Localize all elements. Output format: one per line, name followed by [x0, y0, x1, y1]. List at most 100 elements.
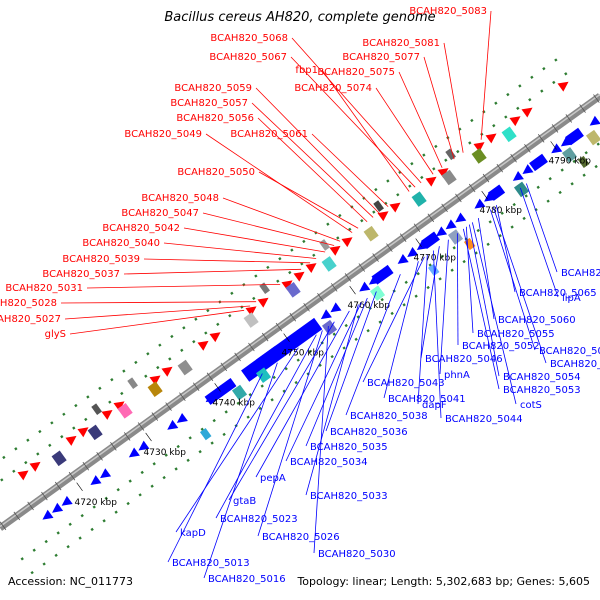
- track-guide-dot: [120, 391, 124, 396]
- ruler-label: 4730 kbp: [144, 448, 187, 458]
- track-guide-dot: [470, 118, 474, 123]
- forward-gene-colored: [363, 225, 379, 242]
- gene-label-leader: [69, 309, 245, 335]
- ruler-label: 4770 kbp: [414, 254, 457, 264]
- track-guide-dot: [536, 185, 540, 189]
- gene-label-leader: [362, 256, 425, 383]
- gene-label: BCAH820_5046: [425, 354, 503, 365]
- gene-label-leader: [462, 228, 500, 390]
- ruler-tick: [214, 383, 221, 392]
- gene-label-leader: [228, 321, 335, 501]
- gene-label: BCAH820_5057: [170, 98, 248, 109]
- gene-label-leader: [285, 302, 362, 462]
- gene-label-leader: [202, 212, 335, 246]
- track-guide-dot: [210, 441, 214, 445]
- gene-label: BCAH820_5030: [318, 549, 396, 560]
- reverse-gene-block: [529, 153, 548, 172]
- reverse-gene-arrow: [436, 226, 448, 237]
- gene-label: dapF: [422, 400, 447, 411]
- backbone-tick: [0, 521, 7, 531]
- track-guide-dot: [362, 196, 366, 200]
- track-guide-dot: [558, 190, 562, 195]
- track-guide-dot: [122, 369, 126, 373]
- backbone-tick: [427, 213, 435, 223]
- track-guide-dot: [378, 320, 382, 324]
- gene-label: BCAH820_5041: [388, 394, 466, 405]
- gene-label-leader: [64, 305, 251, 320]
- track-guide-dot: [414, 294, 418, 298]
- gene-label: cotS: [520, 400, 542, 411]
- track-guide-dot: [572, 159, 576, 164]
- forward-gene-arrow: [17, 470, 29, 481]
- track-guide-dot: [380, 297, 384, 302]
- track-guide-dot: [524, 194, 528, 198]
- reverse-gene-large: [241, 317, 323, 382]
- track-guide-dot: [510, 225, 514, 229]
- gene-label: kapD: [180, 528, 206, 539]
- gene-label-leader: [257, 117, 368, 223]
- gene-label: BCAH820_5067: [209, 52, 287, 63]
- track-guide-dot: [308, 349, 312, 354]
- track-guide-dot: [206, 308, 210, 313]
- track-guide-dot: [570, 182, 574, 186]
- ruler-tick: [283, 333, 290, 342]
- reverse-gene-arrow: [61, 495, 73, 506]
- ruler-label: 4740 kbp: [213, 398, 256, 408]
- backbone-tick: [151, 412, 159, 421]
- track-guide-dot: [366, 329, 370, 333]
- track-guide-dot: [38, 429, 42, 434]
- track-guide-dot: [116, 488, 120, 492]
- track-guide-dot: [408, 184, 412, 188]
- backbone-tick: [110, 442, 117, 451]
- reverse-gene-colored: [513, 181, 530, 198]
- forward-gene-arrow: [437, 168, 449, 178]
- reverse-gene-arrow: [320, 309, 332, 320]
- track-guide-dot: [416, 272, 420, 276]
- gene-label: pepA: [260, 473, 286, 484]
- gene-label: BCAH820_5028: [0, 298, 57, 309]
- gene-label-leader: [468, 224, 500, 377]
- track-guide-dot: [504, 115, 508, 119]
- ruler-tick: [145, 432, 152, 442]
- track-guide-dot: [230, 291, 234, 295]
- gene-label-leader: [60, 301, 257, 304]
- backbone-tick: [551, 124, 559, 133]
- track-guide-dot: [584, 151, 588, 155]
- gene-label-leader: [305, 297, 368, 447]
- reverse-gene-arrow: [407, 247, 419, 257]
- reverse-gene-arrow: [176, 412, 188, 423]
- gene-label: BCAH820_5059: [174, 83, 252, 94]
- track-guide-dot: [158, 343, 162, 347]
- backbone-tick: [289, 312, 297, 322]
- gene-label-leader: [203, 362, 278, 579]
- backbone-tick: [317, 293, 324, 302]
- track-guide-dot: [14, 447, 18, 451]
- gene-label: BCAH820_5026: [262, 532, 340, 543]
- track-guide-dot: [582, 173, 586, 177]
- reverse-gene-arrow: [589, 115, 600, 126]
- backbone-tick: [206, 372, 214, 382]
- forward-gene-arrow: [257, 297, 269, 308]
- track-guide-dot: [50, 421, 54, 425]
- track-guide-dot: [434, 144, 438, 149]
- forward-gene-outer: [91, 403, 102, 415]
- forward-gene-arrow: [77, 427, 89, 438]
- track-guide-dot: [90, 527, 94, 532]
- track-guide-dot: [288, 270, 292, 275]
- feature-tracks: [17, 81, 600, 520]
- track-guide-dot: [492, 123, 496, 128]
- gene-label-leader: [123, 268, 302, 275]
- forward-gene-outer: [259, 282, 270, 294]
- track-guide-dot: [564, 72, 568, 76]
- gene-label: BCAH820_5074: [294, 83, 372, 94]
- track-guide-dot: [224, 410, 228, 414]
- track-guide-dot: [152, 462, 156, 466]
- track-guide-dot: [36, 452, 40, 456]
- backbone-tick: [275, 322, 283, 332]
- reverse-gene-arrow: [484, 191, 496, 202]
- ruler-label: 4720 kbp: [75, 498, 118, 508]
- forward-gene-arrow: [509, 116, 521, 127]
- gene-label-leader: [525, 183, 558, 273]
- reverse-gene-colored: [447, 229, 464, 245]
- track-guide-dot: [276, 279, 280, 283]
